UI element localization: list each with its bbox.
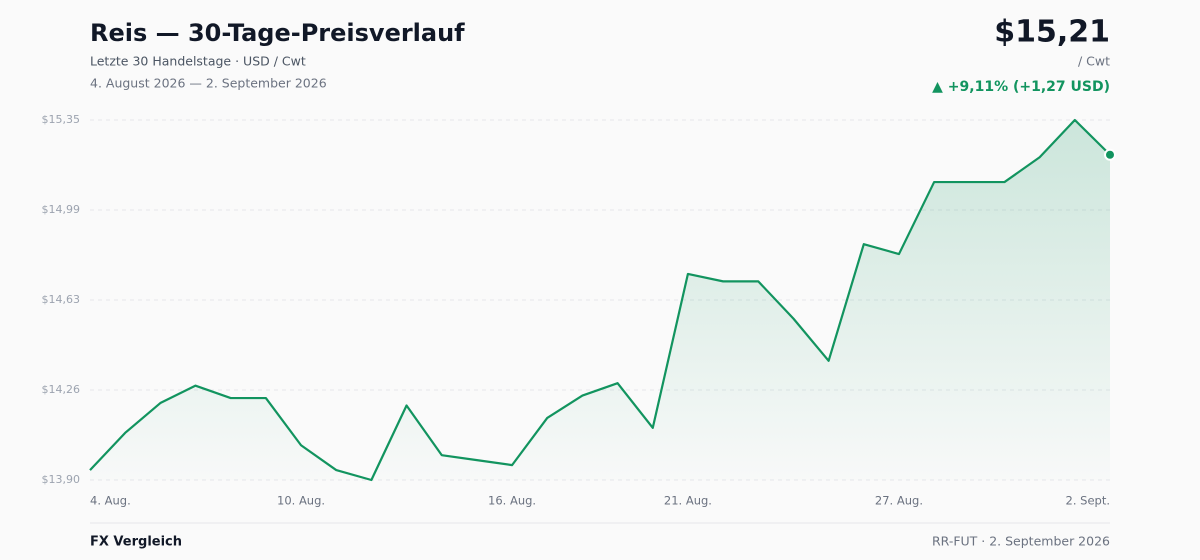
footer-right: RR-FUT · 2. September 2026 <box>932 534 1110 549</box>
price-line <box>89 118 1111 482</box>
subtitle: Letzte 30 Handelstage · USD / Cwt <box>90 54 306 69</box>
x-tick-label: 10. Aug. <box>277 494 325 508</box>
last-point <box>1104 148 1116 161</box>
change: ▲ +9,11% (+1,27 USD) <box>932 79 1110 95</box>
date-range: 4. August 2026 — 2. September 2026 <box>90 76 327 91</box>
x-tick-label: 27. Aug. <box>875 494 923 508</box>
y-tick-label: $14,26 <box>42 383 81 396</box>
x-tick-label: 21. Aug. <box>664 494 712 508</box>
y-tick-label: $13,90 <box>42 473 81 486</box>
x-tick-label: 16. Aug. <box>488 494 536 508</box>
plot: $13,90 $14,26 $14,63 $14,99 $15,35 4. Aug. 10.… <box>42 113 1116 508</box>
price: $15,21 <box>994 15 1110 50</box>
title: Reis — 30-Tage-Preisverlauf <box>90 19 465 47</box>
unit: / Cwt <box>1078 54 1110 69</box>
y-tick-label: $14,63 <box>42 293 81 306</box>
y-tick-label: $14,99 <box>42 203 81 216</box>
x-tick-label: 4. Aug. <box>90 494 131 508</box>
area <box>90 120 1110 480</box>
x-tick-label: 2. Sept. <box>1066 494 1110 508</box>
y-tick-label: $15,35 <box>42 113 81 126</box>
footer-left[interactable]: FX Vergleich <box>90 535 182 550</box>
